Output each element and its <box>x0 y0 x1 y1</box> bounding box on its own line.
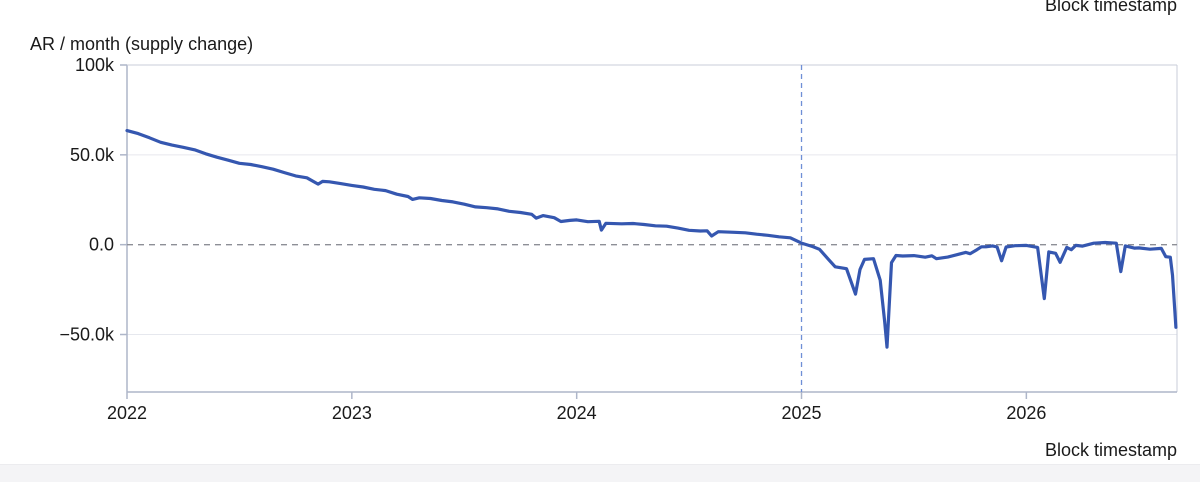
y-tick-label: 50.0k <box>70 145 115 165</box>
x-tick-label: 2024 <box>557 403 597 423</box>
y-tick-label: 0.0 <box>89 235 114 255</box>
y-tick-label: 100k <box>75 55 115 75</box>
x-axis-title: Block timestamp <box>1045 440 1177 460</box>
grid-lines <box>127 154 1177 336</box>
x-axis-ticks: 2022 2023 2024 2025 2026 <box>107 392 1046 423</box>
bottom-edge <box>0 464 1200 482</box>
series-line <box>125 129 1178 349</box>
x-tick-label: 2026 <box>1006 403 1046 423</box>
y-axis-title: AR / month (supply change) <box>30 34 253 54</box>
x-tick-label: 2023 <box>332 403 372 423</box>
x-axis-title-top: Block timestamp <box>1045 0 1177 15</box>
x-tick-label: 2022 <box>107 403 147 423</box>
y-axis-ticks: 100k 50.0k 0.0 −50.0k <box>59 55 127 345</box>
y-tick-label: −50.0k <box>59 325 115 345</box>
x-tick-label: 2025 <box>781 403 821 423</box>
